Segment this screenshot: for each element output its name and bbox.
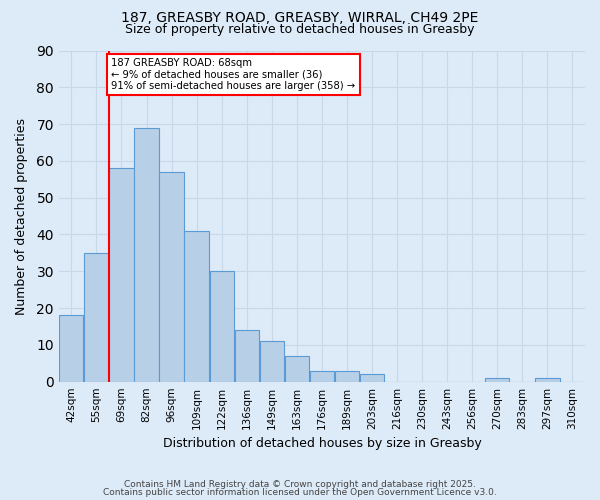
Text: 187 GREASBY ROAD: 68sqm
← 9% of detached houses are smaller (36)
91% of semi-det: 187 GREASBY ROAD: 68sqm ← 9% of detached… [112,58,356,91]
Bar [335,370,359,382]
Text: 187, GREASBY ROAD, GREASBY, WIRRAL, CH49 2PE: 187, GREASBY ROAD, GREASBY, WIRRAL, CH49… [121,11,479,25]
Bar [84,253,109,382]
Bar [360,374,384,382]
Y-axis label: Number of detached properties: Number of detached properties [15,118,28,314]
Text: Contains public sector information licensed under the Open Government Licence v3: Contains public sector information licen… [103,488,497,497]
Bar [134,128,158,382]
Bar [59,316,83,382]
Bar [209,272,234,382]
Bar [310,370,334,382]
Text: Contains HM Land Registry data © Crown copyright and database right 2025.: Contains HM Land Registry data © Crown c… [124,480,476,489]
Bar [160,172,184,382]
Bar [535,378,560,382]
Text: Size of property relative to detached houses in Greasby: Size of property relative to detached ho… [125,24,475,36]
Bar [260,341,284,382]
Bar [235,330,259,382]
Bar [485,378,509,382]
Bar [109,168,134,382]
Bar [184,231,209,382]
X-axis label: Distribution of detached houses by size in Greasby: Distribution of detached houses by size … [163,437,481,450]
Bar [285,356,309,382]
